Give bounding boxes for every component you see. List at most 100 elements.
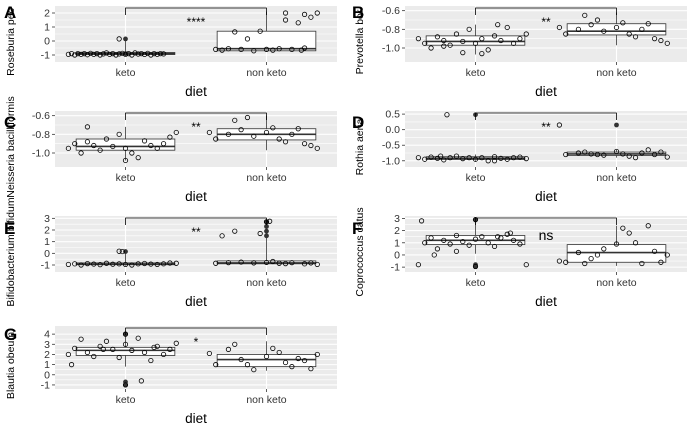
data-point	[97, 343, 103, 349]
x-tick-label: keto	[116, 67, 136, 79]
data-point	[267, 218, 273, 224]
data-point	[664, 40, 670, 46]
y-tick-label: -0.8	[382, 24, 400, 36]
data-point	[658, 149, 664, 155]
data-point	[263, 353, 270, 360]
x-tick-label: non keto	[246, 394, 286, 406]
data-point	[132, 50, 138, 56]
data-point	[167, 134, 173, 140]
x-tick-label: keto	[116, 277, 136, 289]
data-point	[103, 260, 110, 266]
data-point	[431, 252, 437, 258]
data-point	[645, 223, 651, 229]
data-point	[453, 153, 460, 159]
panel-d: -1.0 -0.5 0.0 0.5 ** keto non keto diet Rothia a…	[352, 109, 687, 204]
data-point	[141, 260, 148, 267]
data-point	[238, 259, 244, 265]
data-point	[160, 351, 167, 358]
data-point	[664, 154, 670, 160]
data-point	[447, 42, 453, 48]
significance-label: ns	[539, 227, 554, 243]
data-point	[517, 154, 523, 160]
x-axis-label: diet	[535, 84, 557, 99]
data-point	[298, 47, 304, 53]
data-point	[438, 153, 444, 159]
data-point	[308, 260, 314, 266]
data-point	[466, 155, 472, 161]
data-point	[84, 260, 91, 267]
data-point	[314, 145, 320, 151]
data-point	[658, 259, 664, 265]
data-point	[148, 142, 154, 149]
data-point	[244, 36, 251, 42]
data-point	[626, 230, 632, 236]
data-point	[639, 26, 645, 32]
data-point	[639, 260, 645, 267]
data-point	[157, 50, 163, 57]
data-point	[122, 51, 129, 57]
data-point	[495, 234, 501, 240]
data-point	[97, 147, 103, 153]
data-point	[238, 356, 244, 363]
data-point	[103, 338, 110, 344]
data-point	[308, 14, 314, 20]
data-point	[556, 24, 562, 31]
data-point	[110, 261, 116, 267]
data-point	[251, 260, 257, 266]
x-axis-label: diet	[185, 294, 207, 309]
data-point	[100, 346, 106, 352]
data-point	[65, 145, 71, 151]
data-point	[314, 351, 320, 358]
data-point	[485, 240, 491, 246]
data-point	[563, 31, 569, 37]
data-point	[594, 17, 601, 23]
data-point	[441, 43, 447, 49]
data-point	[472, 236, 479, 242]
x-tick-label: non keto	[596, 172, 636, 184]
data-point	[122, 261, 129, 268]
data-point	[135, 261, 141, 267]
data-point	[160, 141, 167, 147]
data-point	[613, 148, 620, 155]
data-point	[632, 155, 639, 161]
data-point	[219, 233, 225, 239]
data-point	[122, 341, 129, 347]
data-point	[447, 241, 453, 247]
panel-letter: E	[4, 219, 15, 238]
panel-letter: C	[4, 113, 16, 132]
box-iqr	[425, 35, 526, 46]
box-iqr	[75, 346, 176, 356]
data-point	[415, 155, 421, 161]
data-point	[491, 243, 498, 250]
data-point	[601, 152, 607, 158]
data-point	[460, 238, 466, 245]
data-point	[626, 153, 632, 159]
box-iqr	[566, 244, 667, 263]
panel-letter: A	[4, 3, 16, 22]
data-point	[308, 142, 314, 149]
data-point	[65, 51, 71, 57]
data-point	[422, 40, 428, 46]
data-point	[68, 362, 75, 368]
significance-label: **	[541, 15, 551, 29]
data-point	[510, 40, 517, 46]
y-tick-label: 3	[44, 213, 50, 225]
y-tick-label: -0.6	[382, 5, 400, 17]
data-point	[491, 33, 498, 39]
outlier-point	[123, 382, 128, 388]
data-point	[232, 117, 238, 123]
data-point	[65, 351, 71, 358]
data-point	[160, 51, 167, 57]
data-point	[289, 46, 295, 53]
x-axis-label: diet	[185, 189, 207, 204]
data-point	[276, 136, 282, 142]
data-point	[116, 131, 122, 137]
data-point	[232, 29, 238, 35]
data-point	[620, 225, 626, 231]
data-point	[119, 50, 125, 56]
data-point	[588, 256, 594, 262]
data-point	[556, 258, 562, 264]
data-point	[504, 156, 510, 162]
